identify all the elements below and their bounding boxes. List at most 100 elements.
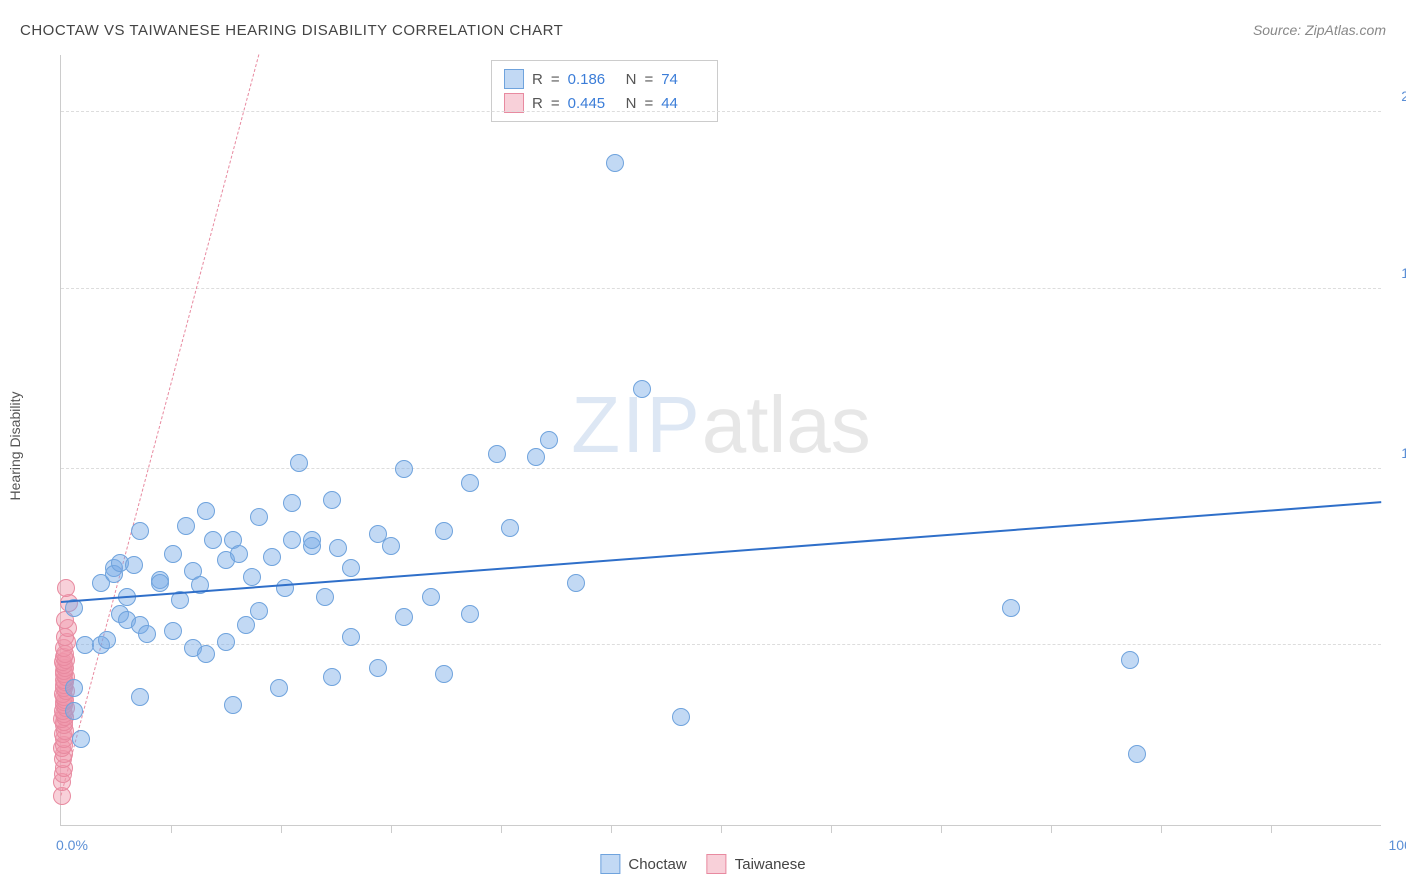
- data-point: [527, 448, 545, 466]
- n-value: 74: [661, 71, 705, 88]
- x-tick: [171, 825, 172, 833]
- x-tick: [501, 825, 502, 833]
- data-point: [540, 431, 558, 449]
- legend-swatch: [600, 854, 620, 874]
- x-tick: [1271, 825, 1272, 833]
- data-point: [250, 602, 268, 620]
- y-tick-label: 12.5%: [1386, 445, 1406, 461]
- data-point: [164, 545, 182, 563]
- data-point: [125, 556, 143, 574]
- data-point: [164, 622, 182, 640]
- data-point: [270, 679, 288, 697]
- legend-swatch: [504, 69, 524, 89]
- n-label: N: [626, 71, 637, 88]
- data-point: [65, 679, 83, 697]
- y-tick-label: 25.0%: [1386, 88, 1406, 104]
- data-point: [138, 625, 156, 643]
- data-point: [204, 531, 222, 549]
- gridline: [61, 111, 1381, 112]
- data-point: [369, 659, 387, 677]
- data-point: [1128, 745, 1146, 763]
- x-tick-label: 0.0%: [56, 837, 88, 853]
- data-point: [57, 579, 75, 597]
- y-tick-label: 6.3%: [1386, 621, 1406, 637]
- data-point: [342, 628, 360, 646]
- series-legend: Choctaw Taiwanese: [600, 854, 805, 874]
- data-point: [672, 708, 690, 726]
- watermark-atlas: atlas: [702, 380, 871, 469]
- x-tick: [831, 825, 832, 833]
- gridline: [61, 644, 1381, 645]
- data-point: [65, 702, 83, 720]
- r-value: 0.445: [568, 95, 612, 112]
- data-point: [435, 522, 453, 540]
- eq: =: [551, 95, 560, 112]
- data-point: [131, 688, 149, 706]
- data-point: [461, 605, 479, 623]
- data-point: [131, 522, 149, 540]
- data-point: [98, 631, 116, 649]
- data-point: [283, 531, 301, 549]
- watermark: ZIPatlas: [571, 379, 870, 471]
- data-point: [1002, 599, 1020, 617]
- data-point: [263, 548, 281, 566]
- x-tick: [391, 825, 392, 833]
- data-point: [329, 539, 347, 557]
- data-point: [488, 445, 506, 463]
- data-point: [151, 574, 169, 592]
- gridline: [61, 288, 1381, 289]
- data-point: [395, 608, 413, 626]
- legend-row: R = 0.186 N = 74: [504, 67, 705, 91]
- x-tick: [721, 825, 722, 833]
- data-point: [230, 545, 248, 563]
- data-point: [395, 460, 413, 478]
- data-point: [303, 531, 321, 549]
- data-point: [323, 668, 341, 686]
- data-point: [290, 454, 308, 472]
- data-point: [461, 474, 479, 492]
- x-tick: [1051, 825, 1052, 833]
- data-point: [382, 537, 400, 555]
- n-value: 44: [661, 95, 705, 112]
- eq: =: [644, 95, 653, 112]
- source-name: ZipAtlas.com: [1305, 22, 1386, 38]
- data-point: [316, 588, 334, 606]
- x-tick: [611, 825, 612, 833]
- data-point: [243, 568, 261, 586]
- data-point: [1121, 651, 1139, 669]
- data-point: [283, 494, 301, 512]
- data-point: [501, 519, 519, 537]
- data-point: [250, 508, 268, 526]
- data-point: [606, 154, 624, 172]
- correlation-legend: R = 0.186 N = 74 R = 0.445 N = 44: [491, 60, 718, 122]
- data-point: [633, 380, 651, 398]
- data-point: [276, 579, 294, 597]
- plot-area: ZIPatlas R=0.186N=74R=0.445N=44 6.3%12.5…: [60, 55, 1381, 826]
- series-legend-item: Choctaw: [600, 854, 686, 874]
- data-point: [342, 559, 360, 577]
- data-point: [72, 730, 90, 748]
- eq: =: [644, 71, 653, 88]
- y-axis-label: Hearing Disability: [7, 392, 23, 501]
- eq: =: [551, 71, 560, 88]
- r-label: R: [532, 95, 543, 112]
- data-point: [323, 491, 341, 509]
- gridline: [61, 468, 1381, 469]
- x-tick: [941, 825, 942, 833]
- data-point: [177, 517, 195, 535]
- series-label: Choctaw: [628, 856, 686, 873]
- x-tick-label: 100.0%: [1389, 837, 1406, 853]
- data-point: [435, 665, 453, 683]
- series-label: Taiwanese: [735, 856, 806, 873]
- data-point: [217, 633, 235, 651]
- r-label: R: [532, 71, 543, 88]
- r-value: 0.186: [568, 71, 612, 88]
- x-tick: [1161, 825, 1162, 833]
- legend-swatch: [504, 93, 524, 113]
- data-point: [237, 616, 255, 634]
- chart-header: CHOCTAW VS TAIWANESE HEARING DISABILITY …: [0, 0, 1406, 50]
- n-label: N: [626, 95, 637, 112]
- data-point: [197, 645, 215, 663]
- data-point: [224, 696, 242, 714]
- data-point: [197, 502, 215, 520]
